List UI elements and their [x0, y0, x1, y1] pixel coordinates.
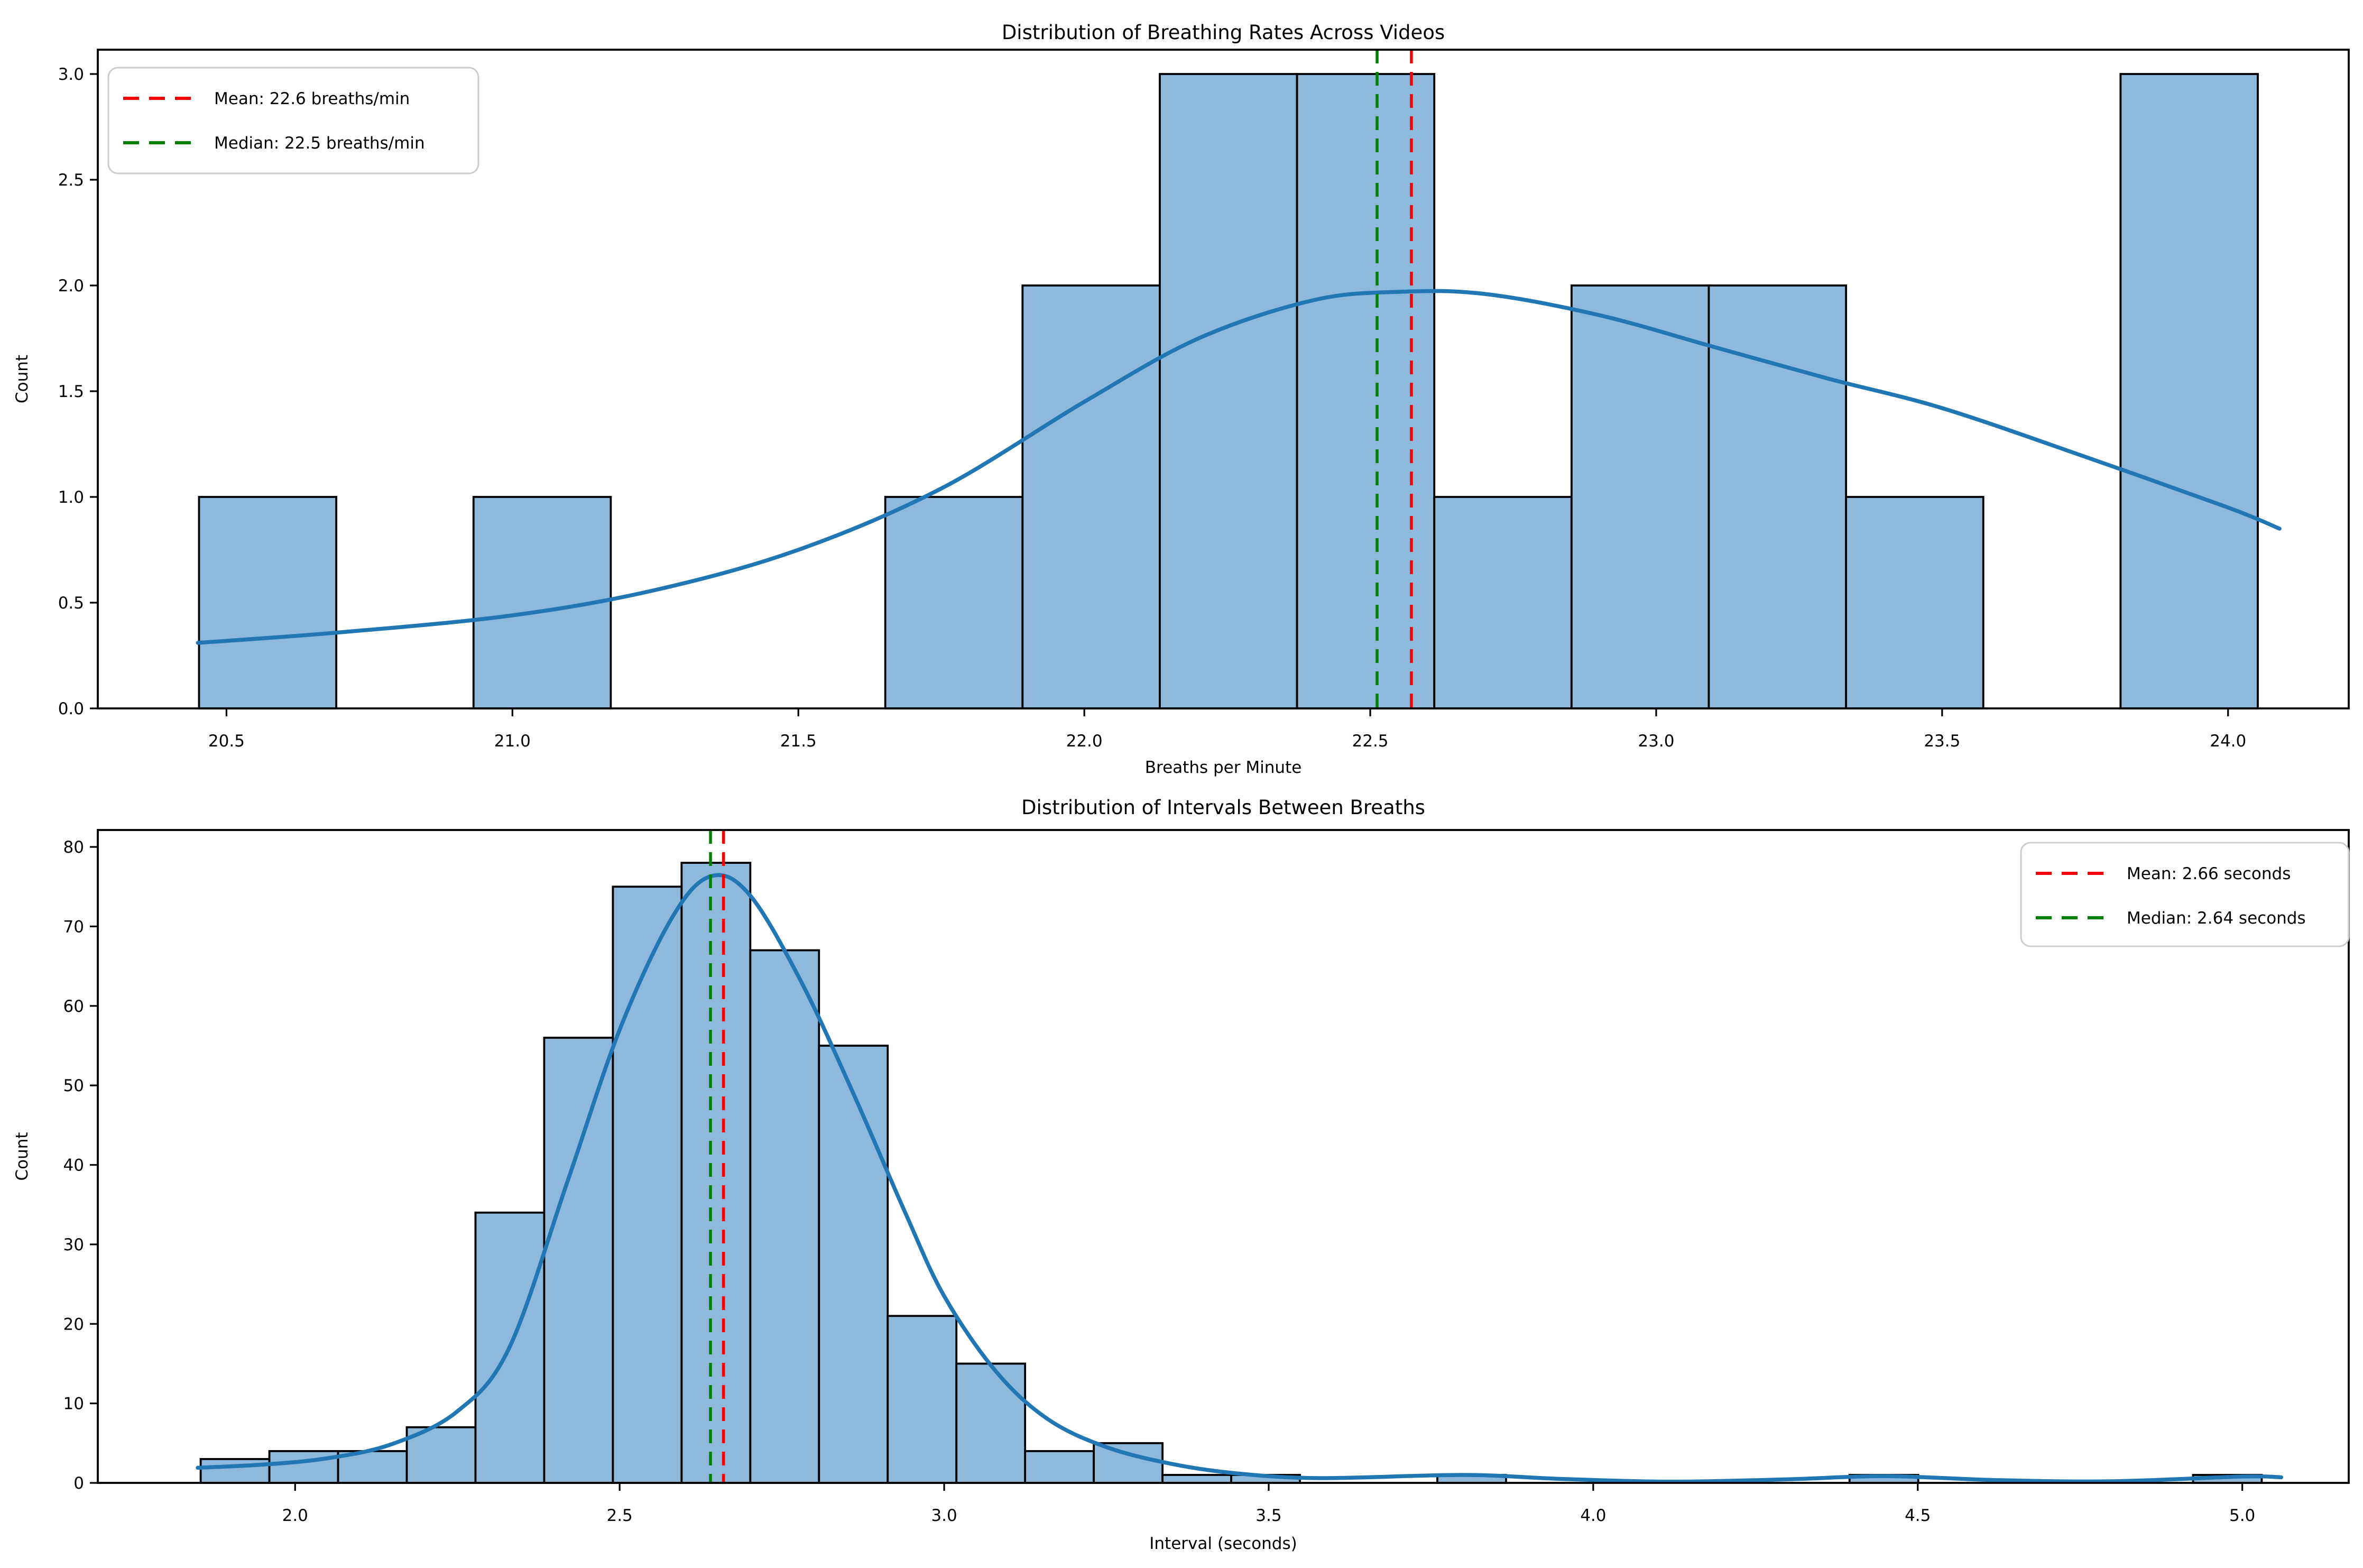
y-tick-label: 30: [63, 1235, 84, 1255]
axes-spines: [97, 49, 2350, 709]
y-tick-label: 10: [63, 1395, 84, 1414]
x-tick-label: 2.5: [606, 1506, 632, 1525]
histogram-bars: [199, 862, 2263, 1484]
x-tick-label: 3.0: [931, 1506, 957, 1525]
kde-curve: [196, 873, 2284, 1484]
histogram-bar: [1707, 284, 1847, 709]
x-tick-label: 22.5: [1352, 732, 1389, 751]
legend: Mean: 22.6 breaths/min Median: 22.5 breat…: [107, 67, 479, 174]
kde-curve: [196, 289, 2282, 645]
legend: Mean: 2.66 seconds Median: 2.64 seconds: [2020, 842, 2350, 947]
y-tick-label: 1.5: [58, 382, 84, 401]
x-tick-label: 2.0: [282, 1506, 308, 1525]
histogram-bar: [1024, 1450, 1095, 1484]
histogram-bar: [612, 886, 683, 1484]
legend-mean-label: Mean: 22.6 breaths/min: [214, 89, 410, 108]
x-axis-label: Breaths per Minute: [1145, 758, 1302, 777]
legend-mean-label: Mean: 2.66 seconds: [2127, 864, 2291, 883]
histogram-bar: [2119, 73, 2259, 709]
y-tick-label: 0.5: [58, 594, 84, 613]
x-tick-label: 21.5: [780, 732, 817, 751]
histogram-bar: [1021, 284, 1161, 709]
y-tick-label: 40: [63, 1156, 84, 1175]
histogram-bar: [1161, 1474, 1232, 1484]
histogram-bar: [199, 1458, 271, 1484]
histogram-bar: [680, 862, 752, 1484]
histogram-bar: [1093, 1442, 1164, 1484]
x-tick-label: 23.0: [1638, 732, 1674, 751]
y-tick-label: 3.0: [58, 65, 84, 84]
y-axis-label: Count: [13, 355, 32, 403]
y-tick-label: 50: [63, 1076, 84, 1095]
y-tick-label: 0.0: [58, 699, 84, 718]
histogram-bar: [268, 1450, 339, 1484]
legend-box: [107, 67, 479, 174]
y-tick-label: 70: [63, 917, 84, 936]
x-tick-label: 20.5: [208, 732, 245, 751]
chart-title: Distribution of Breathing Rates Across V…: [1002, 21, 1445, 44]
histogram-bar: [1845, 496, 1984, 709]
histogram-bars: [198, 73, 2259, 709]
x-axis-label: Interval (seconds): [1149, 1534, 1297, 1553]
y-tick-label: 20: [63, 1315, 84, 1334]
y-tick-label: 1.0: [58, 488, 84, 507]
x-tick-label: 24.0: [2210, 732, 2246, 751]
x-tick-label: 5.0: [2229, 1506, 2255, 1525]
y-tick-label: 0: [73, 1474, 84, 1493]
y-tick-label: 2.5: [58, 171, 84, 190]
legend-box: [2020, 842, 2350, 947]
histogram-bar: [405, 1426, 477, 1484]
x-tick-label: 3.5: [1256, 1506, 1281, 1525]
histogram-panel-bottom: 2.0 2.5 3.0 3.5 4.0 4.5 5.0 0 10 20 30 40 50 60 70 80 Di…: [13, 796, 2350, 1553]
y-tick-label: 60: [63, 997, 84, 1016]
x-tick-label: 4.5: [1905, 1506, 1931, 1525]
legend-median-label: Median: 2.64 seconds: [2127, 909, 2306, 928]
y-tick-label: 2.0: [58, 276, 84, 296]
histogram-bar: [818, 1045, 889, 1484]
y-tick-label: 80: [63, 838, 84, 857]
x-tick-label: 21.0: [494, 732, 531, 751]
histogram-panel-top: 20.5 21.0 21.5 22.0 22.5 23.0 23.5 24.0 0.0 0.5 1.…: [13, 21, 2350, 777]
histogram-bar: [543, 1037, 614, 1484]
histogram-bar: [198, 496, 338, 709]
histogram-bar: [884, 496, 1024, 709]
legend-median-label: Median: 22.5 breaths/min: [214, 134, 425, 153]
chart-title: Distribution of Intervals Between Breath…: [1021, 796, 1425, 819]
histogram-bar: [1296, 73, 1436, 709]
x-tick-label: 4.0: [1580, 1506, 1606, 1525]
y-axis-label: Count: [13, 1132, 32, 1180]
histogram-bar: [1159, 73, 1298, 709]
histogram-bar: [1433, 496, 1573, 709]
x-tick-label: 22.0: [1066, 732, 1103, 751]
x-tick-label: 23.5: [1924, 732, 1960, 751]
histogram-bar: [749, 949, 820, 1484]
axes-spines: [97, 829, 2350, 1484]
histogram-bar: [887, 1315, 958, 1484]
histogram-bar: [955, 1362, 1027, 1484]
histogram-bar: [1570, 284, 1710, 709]
